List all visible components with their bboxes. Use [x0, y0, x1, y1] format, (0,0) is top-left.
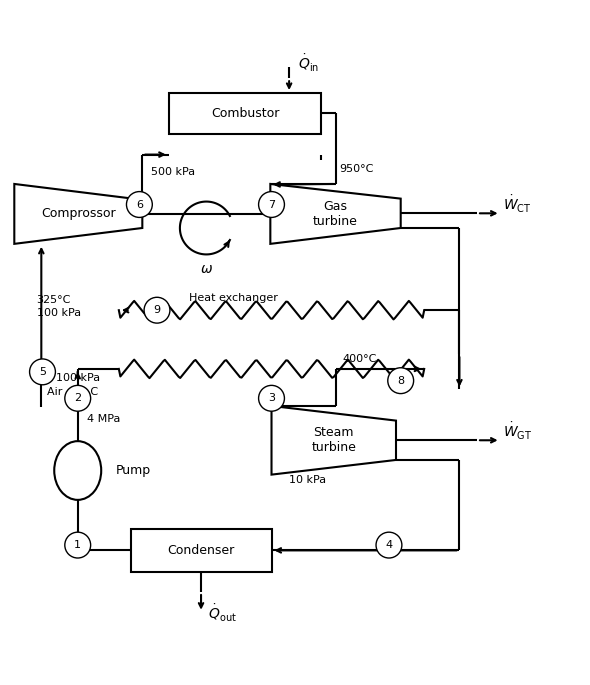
Text: Heat exchanger: Heat exchanger	[189, 293, 278, 303]
FancyBboxPatch shape	[130, 530, 271, 571]
Text: 10 kPa: 10 kPa	[289, 475, 326, 486]
Text: Pump: Pump	[116, 464, 151, 477]
Text: $\omega$: $\omega$	[200, 262, 213, 276]
Circle shape	[65, 386, 91, 411]
Text: 100 kPa: 100 kPa	[37, 308, 81, 318]
Circle shape	[258, 386, 284, 411]
Text: 100 kPa: 100 kPa	[56, 373, 100, 383]
Text: $\dot{W}_{\rm CT}$: $\dot{W}_{\rm CT}$	[503, 194, 532, 215]
Text: $\dot{Q}_{\rm in}$: $\dot{Q}_{\rm in}$	[298, 53, 319, 74]
FancyBboxPatch shape	[169, 93, 322, 134]
Text: 950°C: 950°C	[339, 164, 373, 174]
Text: 7: 7	[268, 199, 275, 210]
Text: $\dot{W}_{\rm GT}$: $\dot{W}_{\rm GT}$	[503, 421, 533, 442]
Text: 400°C: 400°C	[342, 354, 376, 364]
Text: 500 kPa: 500 kPa	[151, 167, 195, 177]
Text: 4: 4	[385, 540, 392, 550]
Circle shape	[126, 192, 152, 217]
Text: 8: 8	[397, 375, 404, 386]
Circle shape	[258, 192, 284, 217]
Text: Gas
turbine: Gas turbine	[313, 200, 358, 228]
Text: Steam
turbine: Steam turbine	[312, 426, 356, 454]
Text: 1: 1	[74, 540, 81, 550]
Text: Condenser: Condenser	[168, 544, 235, 557]
Text: 2: 2	[74, 393, 81, 403]
Text: Combustor: Combustor	[211, 107, 279, 120]
Text: Comprossor: Comprossor	[41, 208, 116, 221]
Circle shape	[376, 532, 402, 558]
Circle shape	[388, 368, 414, 394]
Text: 6: 6	[136, 199, 143, 210]
Text: Air   10 C: Air 10 C	[47, 388, 99, 397]
Text: 9: 9	[153, 306, 160, 315]
Circle shape	[144, 297, 170, 323]
Text: 4 MPa: 4 MPa	[87, 414, 120, 424]
Text: 5: 5	[39, 367, 46, 377]
Circle shape	[30, 359, 55, 385]
Circle shape	[65, 532, 91, 558]
Text: 3: 3	[268, 393, 275, 403]
Text: $\dot{Q}_{\rm out}$: $\dot{Q}_{\rm out}$	[208, 603, 237, 624]
Text: 325°C: 325°C	[37, 295, 71, 306]
